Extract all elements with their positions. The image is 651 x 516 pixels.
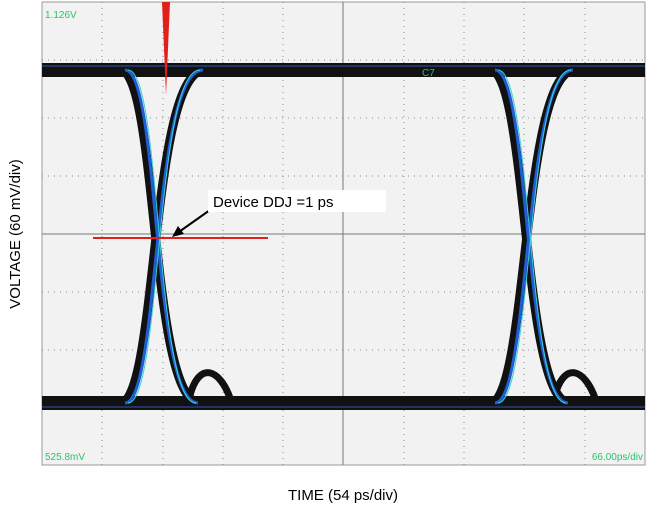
- y-axis-label: VOLTAGE (60 mV/div): [7, 159, 24, 308]
- annotation: Device DDJ =1 ps: [213, 194, 333, 211]
- channel-label: C7: [422, 68, 435, 79]
- annotation-arrowhead: [172, 226, 184, 237]
- eye-traces: [42, 63, 645, 410]
- x-axis-label: TIME (54 ps/div): [288, 487, 398, 504]
- annotation-arrow: [175, 209, 211, 235]
- annotation-bg: [208, 190, 386, 212]
- trigger-marker: [162, 2, 170, 95]
- timebase: 66.00ps/div: [592, 452, 643, 463]
- top-voltage: 1.126V: [45, 10, 77, 21]
- bottom-voltage: 525.8mV: [45, 452, 85, 463]
